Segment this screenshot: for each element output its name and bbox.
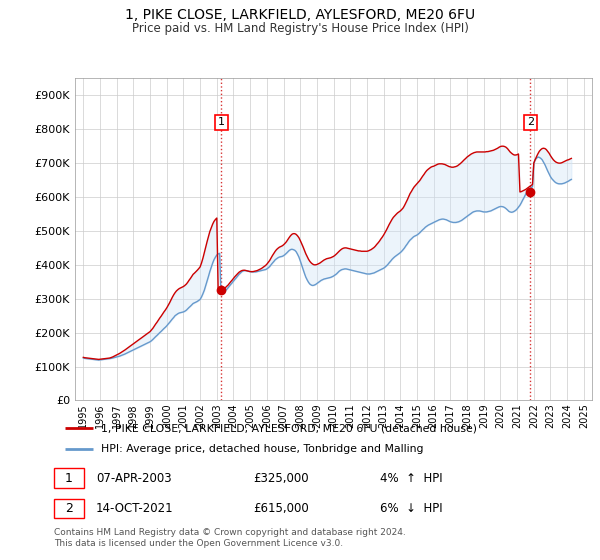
Text: £615,000: £615,000 <box>254 502 309 515</box>
Text: 2: 2 <box>65 502 73 515</box>
Text: 07-APR-2003: 07-APR-2003 <box>96 472 172 485</box>
Text: 1, PIKE CLOSE, LARKFIELD, AYLESFORD, ME20 6FU: 1, PIKE CLOSE, LARKFIELD, AYLESFORD, ME2… <box>125 8 475 22</box>
Text: 1: 1 <box>218 118 225 128</box>
Text: 14-OCT-2021: 14-OCT-2021 <box>96 502 173 515</box>
Text: 1: 1 <box>65 472 73 485</box>
Text: 1, PIKE CLOSE, LARKFIELD, AYLESFORD, ME20 6FU (detached house): 1, PIKE CLOSE, LARKFIELD, AYLESFORD, ME2… <box>101 423 477 433</box>
Text: HPI: Average price, detached house, Tonbridge and Malling: HPI: Average price, detached house, Tonb… <box>101 445 424 455</box>
Text: Contains HM Land Registry data © Crown copyright and database right 2024.
This d: Contains HM Land Registry data © Crown c… <box>54 528 406 548</box>
Text: 4%  ↑  HPI: 4% ↑ HPI <box>380 472 442 485</box>
FancyBboxPatch shape <box>54 498 84 519</box>
Text: 6%  ↓  HPI: 6% ↓ HPI <box>380 502 442 515</box>
Text: Price paid vs. HM Land Registry's House Price Index (HPI): Price paid vs. HM Land Registry's House … <box>131 22 469 35</box>
Text: £325,000: £325,000 <box>254 472 309 485</box>
FancyBboxPatch shape <box>54 468 84 488</box>
Text: 2: 2 <box>527 118 534 128</box>
